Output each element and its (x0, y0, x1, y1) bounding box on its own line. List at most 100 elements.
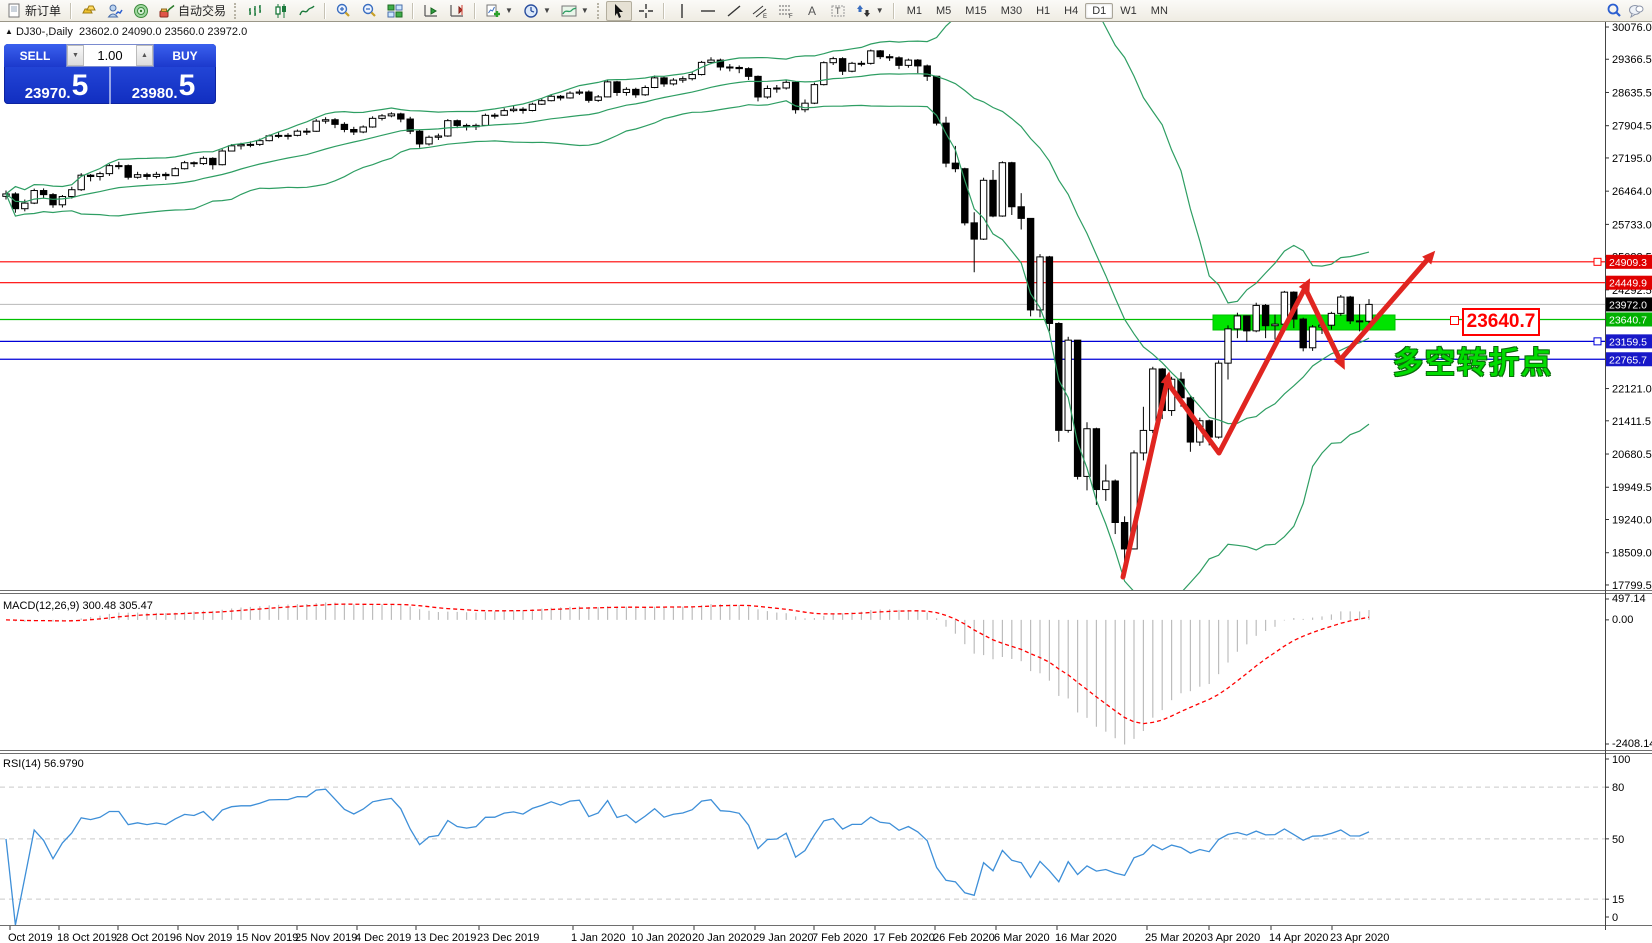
svg-text:27195.0: 27195.0 (1612, 153, 1652, 165)
svg-text:Oct 2019: Oct 2019 (8, 932, 53, 943)
svg-text:22121.0: 22121.0 (1612, 384, 1652, 396)
sell-button[interactable]: SELL (4, 44, 66, 67)
fibonacci-icon: F (778, 5, 793, 19)
fibonacci-button[interactable]: F (774, 2, 798, 20)
candlestick-chart-button[interactable] (269, 2, 293, 20)
svg-text:17799.5: 17799.5 (1612, 580, 1652, 592)
funds-button[interactable] (77, 2, 101, 20)
price-chart-canvas: 30076.0 29366.5 28635.5 27904.5 27195.0 26464… (0, 22, 1652, 943)
tile-windows-icon (387, 4, 403, 17)
crosshair-button[interactable] (634, 2, 658, 20)
svg-text:3 Apr 2020: 3 Apr 2020 (1207, 932, 1260, 943)
chart-title: ▲ DJ30-,Daily 23602.0 24090.0 23560.0 23… (5, 26, 247, 38)
svg-text:24449.9: 24449.9 (1609, 278, 1647, 290)
svg-text:20680.5: 20680.5 (1612, 449, 1652, 461)
price-callout-label[interactable]: 23640.7 (1462, 308, 1540, 336)
zoom-in-button[interactable] (331, 2, 355, 20)
chart-shift-button[interactable] (445, 2, 469, 20)
separator (662, 2, 665, 19)
vertical-line-button[interactable] (670, 2, 694, 20)
arrows-button[interactable]: ▼ (852, 2, 888, 20)
svg-text:0: 0 (1612, 912, 1618, 924)
auto-scroll-icon (424, 4, 438, 17)
line-chart-button[interactable] (295, 2, 319, 20)
bar-chart-button[interactable] (243, 2, 267, 20)
volume-decrease-button[interactable]: ▼ (67, 45, 84, 66)
svg-text:15: 15 (1612, 894, 1624, 906)
svg-text:15 Nov 2019: 15 Nov 2019 (236, 932, 298, 943)
trendline-button[interactable] (722, 2, 746, 20)
dropdown-caret: ▼ (875, 6, 884, 15)
svg-text:4 Dec 2019: 4 Dec 2019 (355, 932, 411, 943)
svg-text:-2408.14: -2408.14 (1612, 738, 1652, 750)
svg-text:1 Jan 2020: 1 Jan 2020 (571, 932, 625, 943)
timeframe-m30[interactable]: M30 (1000, 4, 1023, 17)
cursor-icon (614, 3, 623, 18)
separator (412, 2, 415, 19)
new-order-button[interactable]: 新订单 (2, 1, 65, 20)
text-icon: A (808, 4, 816, 18)
zoom-out-button[interactable] (357, 2, 381, 20)
timeframe-w1[interactable]: W1 (1120, 4, 1137, 17)
chart-area[interactable]: 30076.0 29366.5 28635.5 27904.5 27195.0 26464… (0, 22, 1652, 943)
chat-icon[interactable] (1628, 3, 1644, 19)
period-button[interactable]: ▼ (519, 2, 555, 20)
candlestick-chart-icon (275, 3, 287, 18)
equidistant-channel-button[interactable]: E (748, 2, 772, 20)
text-button[interactable]: A (800, 2, 824, 20)
svg-text:26 Feb 2020: 26 Feb 2020 (933, 932, 995, 943)
channel-icon: E (752, 5, 767, 19)
svg-text:17 Feb 2020: 17 Feb 2020 (873, 932, 935, 943)
timeframe-m1[interactable]: M1 (906, 4, 922, 17)
gold-ingot-icon (82, 5, 96, 13)
broadcast-button[interactable] (129, 2, 153, 20)
buy-price[interactable]: 23980. 5 (131, 69, 196, 102)
timeframe-bar: M1 M5 M15 M30 H1 H4 D1 W1 MN (900, 2, 1175, 19)
svg-text:26464.0: 26464.0 (1612, 186, 1652, 198)
chart-symbol-label: DJ30-,Daily (15, 26, 73, 38)
sell-price[interactable]: 23970. 5 (24, 69, 89, 102)
crosshair-icon (638, 3, 653, 18)
add-indicator-icon (486, 4, 501, 17)
rsi-pane-label: RSI(14) 56.9790 (3, 758, 84, 770)
timeframe-h4[interactable]: H4 (1064, 4, 1079, 17)
callout-anchor-handle[interactable] (1450, 316, 1459, 325)
svg-text:19240.0: 19240.0 (1612, 514, 1652, 526)
toolbar: 新订单 自动交易 (0, 0, 1652, 22)
collapse-triangle-icon[interactable]: ▲ (5, 27, 13, 36)
horizontal-line-button[interactable] (696, 2, 720, 20)
buy-button[interactable]: BUY (154, 44, 216, 67)
timeframe-mn[interactable]: MN (1150, 4, 1168, 17)
svg-text:6 Mar 2020: 6 Mar 2020 (994, 932, 1050, 943)
volume-increase-button[interactable]: ▲ (136, 45, 153, 66)
svg-text:50: 50 (1612, 834, 1624, 846)
timeframe-m15[interactable]: M15 (965, 4, 987, 17)
volume-value[interactable]: 1.00 (97, 48, 123, 63)
separator (892, 2, 895, 19)
cursor-button[interactable] (605, 0, 632, 21)
arrows-icon (856, 4, 870, 17)
template-button[interactable]: ▼ (557, 2, 593, 20)
timeframe-h1[interactable]: H1 (1036, 4, 1051, 17)
timeframe-m5[interactable]: M5 (936, 4, 952, 17)
svg-text:T: T (835, 6, 841, 16)
add-indicator-button[interactable]: ▼ (481, 2, 517, 20)
timeframe-d1[interactable]: D1 (1085, 2, 1114, 19)
svg-text:19949.5: 19949.5 (1612, 482, 1652, 494)
community-button[interactable] (103, 2, 127, 20)
svg-text:22765.7: 22765.7 (1609, 354, 1647, 366)
svg-text:18 Oct 2019: 18 Oct 2019 (57, 932, 117, 943)
bar-chart-icon (249, 4, 262, 16)
person-chart-icon (107, 4, 123, 17)
tile-windows-button[interactable] (383, 2, 407, 20)
autotrading-button[interactable]: 自动交易 (155, 1, 230, 20)
turning-point-annotation[interactable]: 多空转折点 (1393, 347, 1553, 380)
new-order-label: 新订单 (25, 4, 62, 18)
svg-text:F: F (789, 14, 793, 19)
search-icon[interactable] (1606, 3, 1622, 19)
svg-text:28635.5: 28635.5 (1612, 87, 1652, 99)
svg-text:0.00: 0.00 (1612, 614, 1633, 626)
text-label-button[interactable]: T (826, 2, 850, 20)
auto-scroll-button[interactable] (419, 2, 443, 20)
svg-text:100: 100 (1612, 754, 1630, 766)
